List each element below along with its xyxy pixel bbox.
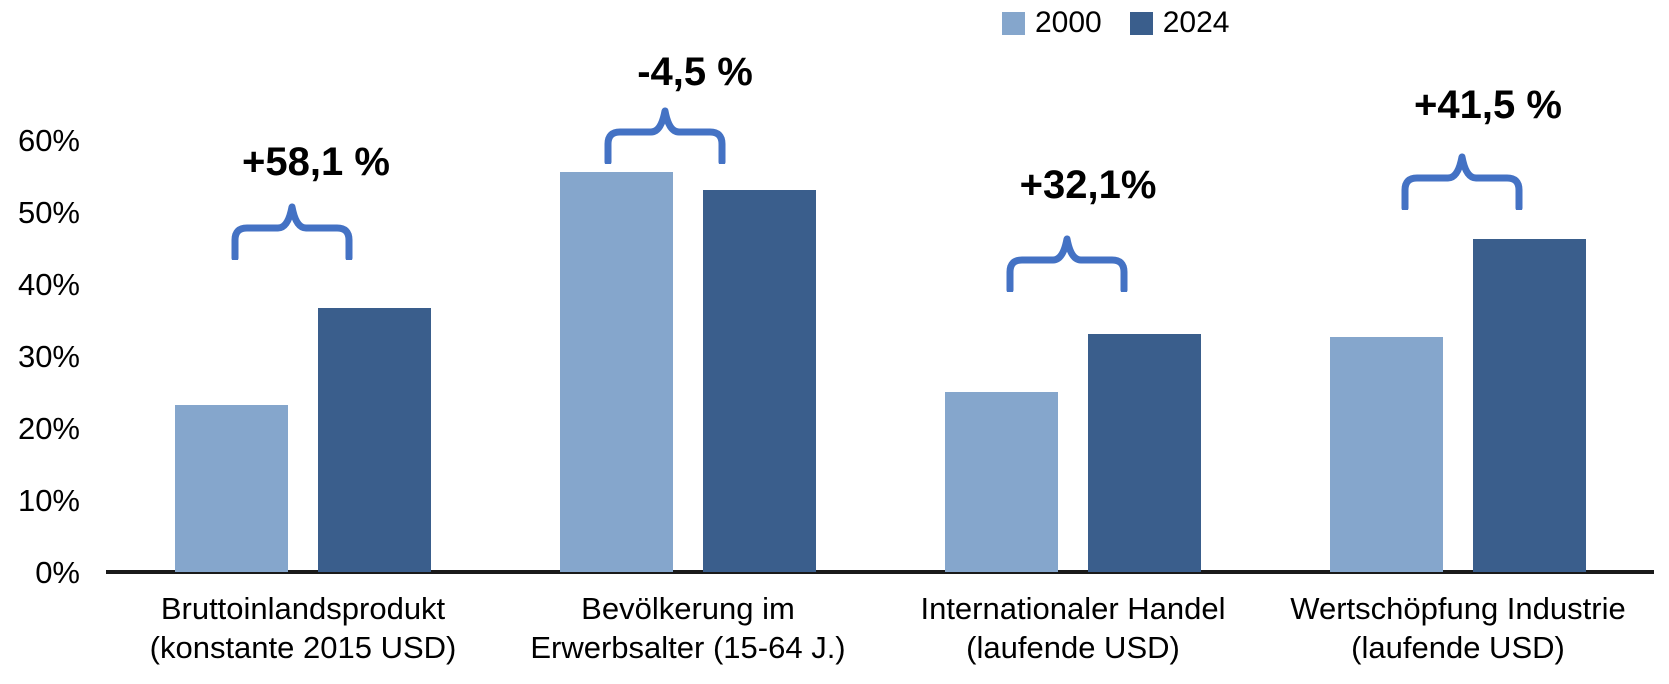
category-label-line2: (konstante 2015 USD): [149, 630, 457, 665]
bar-2024-4: [1473, 239, 1586, 572]
category-label-line1: Bevölkerung im: [581, 591, 795, 626]
bar-2024-2: [703, 190, 816, 572]
curly-brace-icon: [604, 107, 726, 164]
y-axis-tick-label: 0%: [35, 555, 80, 590]
curly-brace-icon: [231, 203, 353, 260]
change-annotation-4: +41,5 %: [1414, 83, 1562, 127]
bar-2024-3: [1088, 334, 1201, 572]
category-label-1: Bruttoinlandsprodukt (konstante 2015 USD): [93, 589, 513, 667]
bar-2000-4: [1330, 337, 1443, 572]
y-axis-tick-label: 50%: [17, 195, 80, 230]
category-label-line2: (laufende USD): [1351, 630, 1565, 665]
legend-swatch-icon: [1129, 11, 1153, 35]
category-label-line2: Erwerbsalter (15-64 J.): [530, 630, 846, 665]
category-label-line1: Wertschöpfung Industrie: [1290, 591, 1626, 626]
category-label-line1: Bruttoinlandsprodukt: [160, 591, 446, 626]
bar-2000-3: [945, 392, 1058, 572]
category-label-line1: Internationaler Handel: [920, 591, 1226, 626]
chart-legend: 2000 2024: [1002, 8, 1230, 38]
y-axis-tick-label: 20%: [17, 411, 80, 446]
category-label-2: Bevölkerung im Erwerbsalter (15-64 J.): [478, 589, 898, 667]
change-annotation-3: +32,1%: [1019, 163, 1157, 207]
x-axis-line: [106, 570, 1654, 574]
change-annotation-1: +58,1 %: [242, 140, 390, 184]
change-annotation-2: -4,5 %: [637, 50, 753, 94]
y-axis-tick-label: 60%: [17, 123, 80, 158]
bar-2000-1: [175, 405, 288, 572]
category-label-4: Wertschöpfung Industrie (laufende USD): [1248, 589, 1668, 667]
bar-2024-1: [318, 308, 431, 572]
y-axis-tick-label: 30%: [17, 339, 80, 374]
legend-swatch-icon: [1002, 11, 1025, 35]
category-label-line2: (laufende USD): [966, 630, 1180, 665]
bar-2000-2: [560, 172, 673, 572]
legend-item-2000: 2000: [1002, 8, 1102, 38]
legend-item-2024: 2024: [1129, 6, 1230, 39]
curly-brace-icon: [1401, 153, 1523, 210]
curly-brace-icon: [1006, 235, 1128, 292]
category-label-3: Internationaler Handel (laufende USD): [863, 589, 1283, 667]
y-axis-tick-label: 10%: [17, 483, 80, 518]
legend-label: 2000: [1035, 6, 1102, 39]
legend-label: 2024: [1162, 6, 1230, 39]
y-axis-tick-label: 40%: [17, 267, 80, 302]
